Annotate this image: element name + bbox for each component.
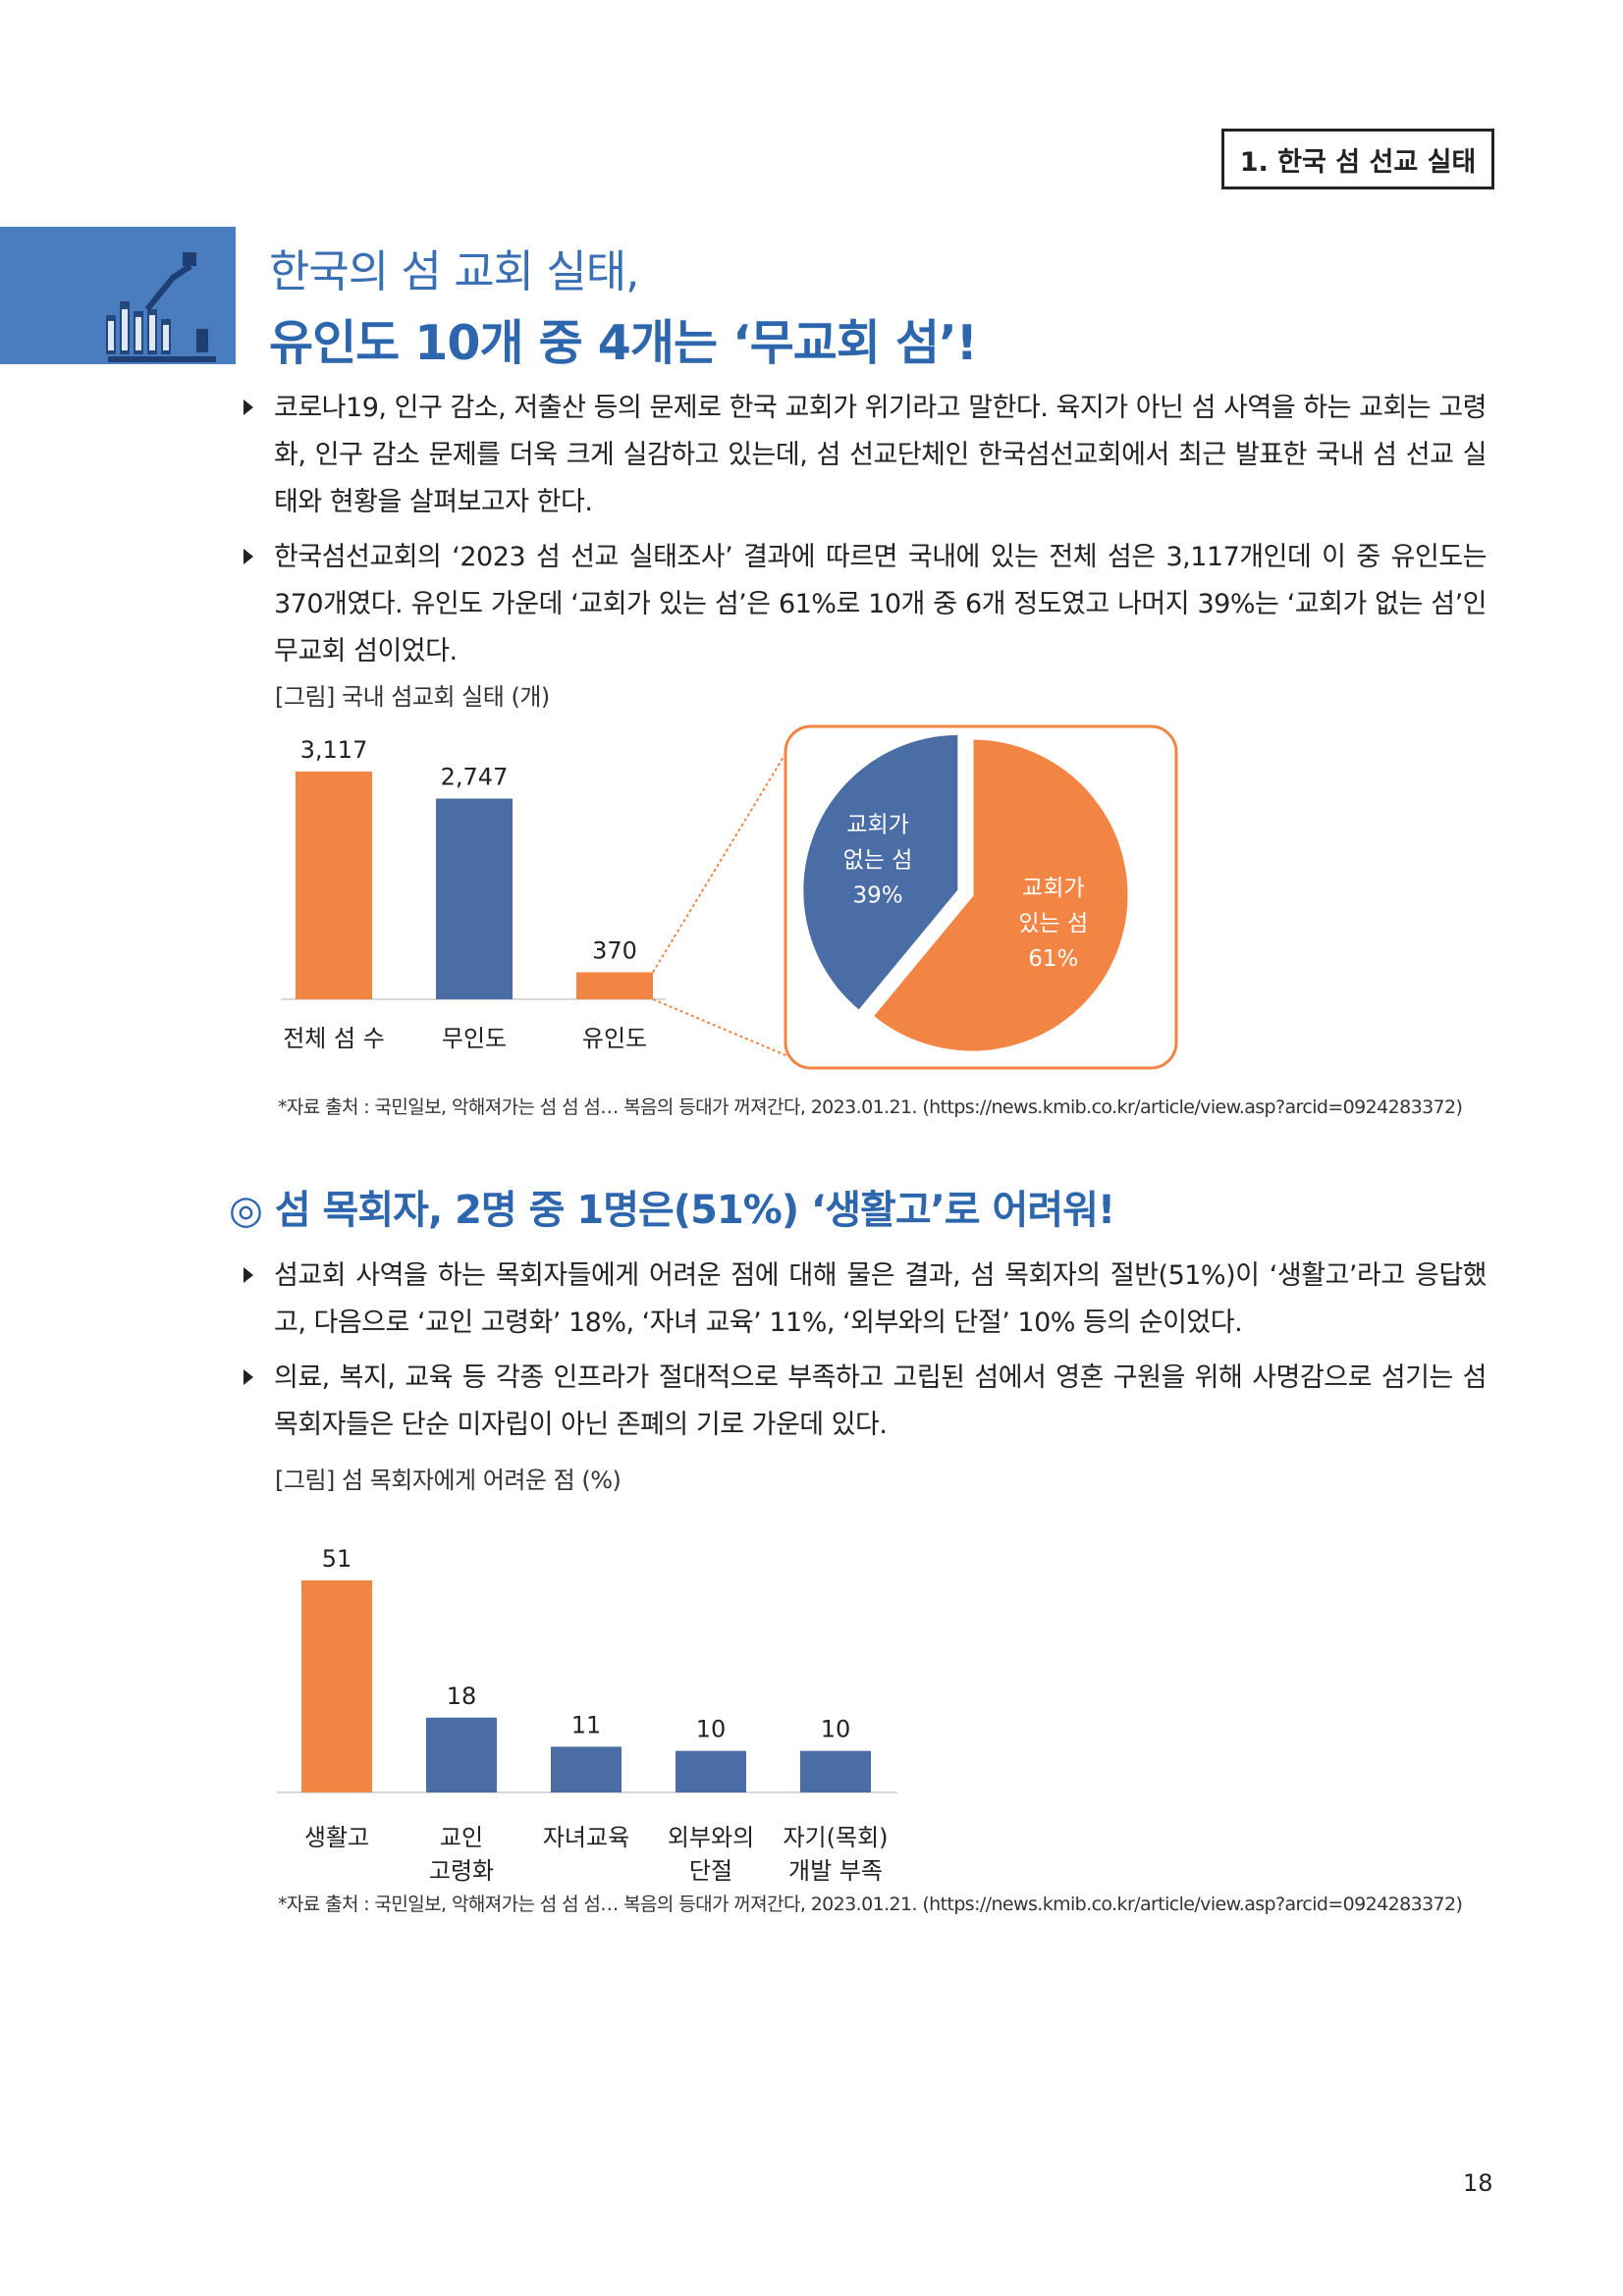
page-number: 18 — [1463, 2169, 1493, 2197]
pie-slice-label: 없는 섬 — [843, 847, 913, 873]
list-item: 섬교회 사역을 하는 목회자들에게 어려운 점에 대해 물은 결과, 섬 목회자… — [242, 1253, 1488, 1347]
chapter-tag: 1. 한국 섬 선교 실태 — [1221, 129, 1494, 189]
bullet-text: 의료, 복지, 교육 등 각종 인프라가 절대적으로 부족하고 고립된 섬에서 … — [274, 1362, 1488, 1440]
bullet-text: 코로나19, 인구 감소, 저출산 등의 문제로 한국 교회가 위기라고 말한다… — [274, 393, 1488, 517]
bar-0 — [301, 1580, 372, 1792]
category-label: 자녀교육 — [543, 1824, 629, 1851]
bullet-triangle-icon — [243, 549, 253, 564]
section2-bullet-list: 섬교회 사역을 하는 목회자들에게 어려운 점에 대해 물은 결과, 섬 목회자… — [242, 1253, 1488, 1457]
category-label: 자기(목회) — [783, 1824, 888, 1851]
bullet-text: 한국섬선교회의 ‘2023 섬 선교 실태조사’ 결과에 따르면 국내에 있는 … — [274, 542, 1488, 667]
section-banner — [0, 227, 236, 364]
figure2-caption: [그림] 섬 목회자에게 어려운 점 (%) — [275, 1467, 622, 1494]
bullet-triangle-icon — [243, 1267, 253, 1283]
figure1-caption: [그림] 국내 섬교회 실태 (개) — [275, 683, 550, 711]
bar-value-label: 10 — [821, 1716, 851, 1743]
pie-slice-label: 39% — [852, 882, 902, 908]
bar-1 — [436, 798, 513, 999]
bar-4 — [800, 1750, 871, 1792]
church-island-icon — [106, 252, 216, 362]
section2-heading: ◎ 섬 목회자, 2명 중 1명은(51%) ‘생활고’로 어려워! — [229, 1188, 1115, 1233]
pie-slice-label: 있는 섬 — [1018, 911, 1088, 936]
bar-2 — [576, 972, 653, 999]
bar-3 — [676, 1750, 746, 1792]
category-label: 외부와의 — [668, 1824, 754, 1851]
page-title-line2: 유인도 10개 중 4개는 ‘무교회 섬’! — [269, 315, 978, 371]
zoom-leader-line-top — [652, 733, 798, 973]
figure1-source: *자료 출처 : 국민일보, 악해져가는 섬 섬 섬… 복음의 등대가 꺼져간다… — [278, 1096, 1463, 1118]
pie-slice-1 — [800, 731, 961, 1014]
bar-1 — [426, 1717, 497, 1792]
category-label: 생활고 — [304, 1824, 369, 1851]
pie-slice-label: 교회가 — [1022, 876, 1084, 901]
pie-slice-0 — [869, 736, 1131, 1054]
category-label: 교인 — [440, 1824, 483, 1851]
category-label: 전체 섬 수 — [283, 1025, 385, 1052]
pie-slice-label: 61% — [1028, 946, 1078, 972]
pie-slice-label: 교회가 — [846, 812, 908, 837]
bar-value-label: 3,117 — [300, 736, 368, 764]
list-item: 코로나19, 인구 감소, 저출산 등의 문제로 한국 교회가 위기라고 말한다… — [242, 385, 1488, 526]
category-label: 고령화 — [429, 1857, 494, 1885]
category-label: 단절 — [689, 1857, 732, 1885]
list-item: 의료, 복지, 교육 등 각종 인프라가 절대적으로 부족하고 고립된 섬에서 … — [242, 1355, 1488, 1449]
bullet-triangle-icon — [243, 400, 253, 415]
bar-value-label: 11 — [571, 1711, 602, 1738]
category-label: 유인도 — [582, 1025, 647, 1052]
category-label: 무인도 — [442, 1025, 507, 1052]
intro-bullet-list: 코로나19, 인구 감소, 저출산 등의 문제로 한국 교회가 위기라고 말한다… — [242, 385, 1488, 683]
bar-0 — [296, 772, 372, 999]
bullet-triangle-icon — [243, 1369, 253, 1385]
page-title-line1: 한국의 섬 교회 실태, — [269, 245, 639, 297]
list-item: 한국섬선교회의 ‘2023 섬 선교 실태조사’ 결과에 따르면 국내에 있는 … — [242, 534, 1488, 675]
figure2-source: *자료 출처 : 국민일보, 악해져가는 섬 섬 섬… 복음의 등대가 꺼져간다… — [278, 1894, 1463, 1915]
category-label: 개발 부족 — [788, 1857, 883, 1885]
bullet-text: 섬교회 사역을 하는 목회자들에게 어려운 점에 대해 물은 결과, 섬 목회자… — [274, 1260, 1488, 1338]
bar-2 — [551, 1746, 622, 1792]
zoom-leader-line-bottom — [652, 998, 798, 1061]
bar-value-label: 2,747 — [441, 764, 509, 791]
bar-value-label: 370 — [592, 936, 637, 964]
bar-value-label: 51 — [322, 1545, 352, 1573]
bar-value-label: 10 — [696, 1716, 727, 1743]
bar-value-label: 18 — [447, 1682, 477, 1710]
